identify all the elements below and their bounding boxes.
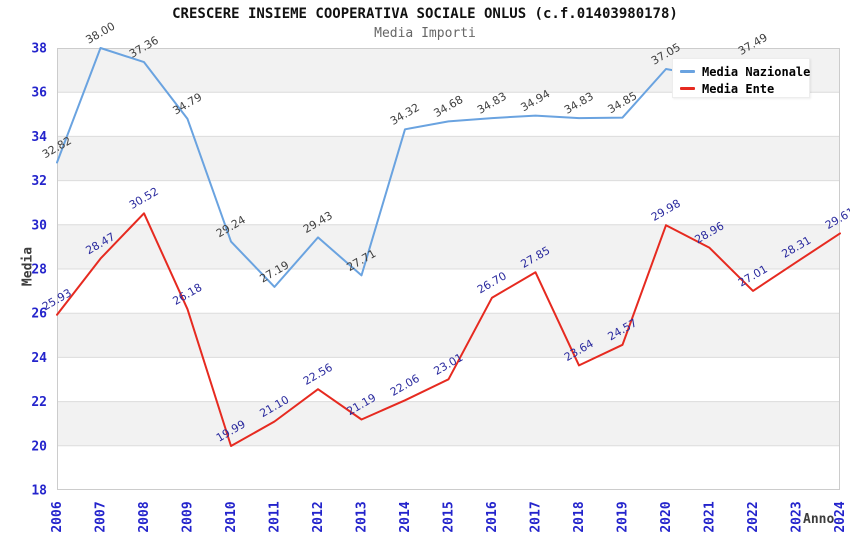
svg-text:25.93: 25.93 <box>40 286 74 313</box>
svg-text:34: 34 <box>31 130 47 145</box>
svg-text:2024: 2024 <box>833 501 848 532</box>
svg-text:20: 20 <box>31 439 47 454</box>
chart-title: CRESCERE INSIEME COOPERATIVA SOCIALE ONL… <box>172 6 678 22</box>
line-swatch-nazionale-icon <box>680 70 695 73</box>
line-swatch-ente-icon <box>680 87 695 90</box>
svg-text:34.85: 34.85 <box>606 89 640 116</box>
svg-text:2015: 2015 <box>442 501 457 532</box>
svg-text:28: 28 <box>31 263 47 278</box>
legend-item-media-nazionale: Media Nazionale <box>680 63 811 80</box>
svg-text:34.68: 34.68 <box>432 93 466 120</box>
legend-label: Media Ente <box>702 81 775 96</box>
svg-text:2023: 2023 <box>790 501 805 532</box>
svg-text:2009: 2009 <box>181 501 196 532</box>
svg-text:2021: 2021 <box>703 501 718 532</box>
svg-text:30: 30 <box>31 218 47 233</box>
svg-text:2019: 2019 <box>616 501 631 532</box>
svg-text:34.83: 34.83 <box>562 90 596 117</box>
svg-text:26.70: 26.70 <box>475 269 509 296</box>
svg-text:22: 22 <box>31 395 47 410</box>
legend-item-media-ente: Media Ente <box>680 80 809 97</box>
svg-text:2017: 2017 <box>529 501 544 532</box>
svg-text:29.61: 29.61 <box>823 205 850 232</box>
svg-text:2014: 2014 <box>398 501 413 532</box>
svg-text:2013: 2013 <box>355 501 370 532</box>
svg-text:30.52: 30.52 <box>127 185 161 212</box>
x-axis-title: Anno <box>803 512 835 527</box>
chart-legend: Media Nazionale Media Ente <box>672 58 810 98</box>
svg-text:32: 32 <box>31 174 47 189</box>
svg-text:2018: 2018 <box>572 501 587 532</box>
svg-text:18: 18 <box>31 484 47 499</box>
svg-text:24: 24 <box>31 351 47 366</box>
svg-text:2022: 2022 <box>746 501 761 532</box>
svg-text:22.56: 22.56 <box>301 361 335 388</box>
legend-label: Media Nazionale <box>702 64 811 79</box>
svg-text:34.83: 34.83 <box>475 90 509 117</box>
svg-text:38.00: 38.00 <box>84 20 118 47</box>
svg-text:2020: 2020 <box>659 501 674 532</box>
svg-text:34.32: 34.32 <box>388 101 422 128</box>
svg-text:2010: 2010 <box>224 501 239 532</box>
svg-text:36: 36 <box>31 86 47 101</box>
svg-text:2012: 2012 <box>311 501 326 532</box>
svg-text:38: 38 <box>31 42 47 57</box>
chart-subtitle: Media Importi <box>374 26 476 41</box>
svg-text:2008: 2008 <box>137 501 152 532</box>
svg-text:2006: 2006 <box>50 501 65 532</box>
svg-text:29.98: 29.98 <box>649 197 683 224</box>
svg-text:2011: 2011 <box>268 501 283 532</box>
svg-text:26: 26 <box>31 307 47 322</box>
svg-text:34.79: 34.79 <box>171 90 205 117</box>
svg-text:2007: 2007 <box>94 501 109 532</box>
svg-text:2016: 2016 <box>485 501 500 532</box>
